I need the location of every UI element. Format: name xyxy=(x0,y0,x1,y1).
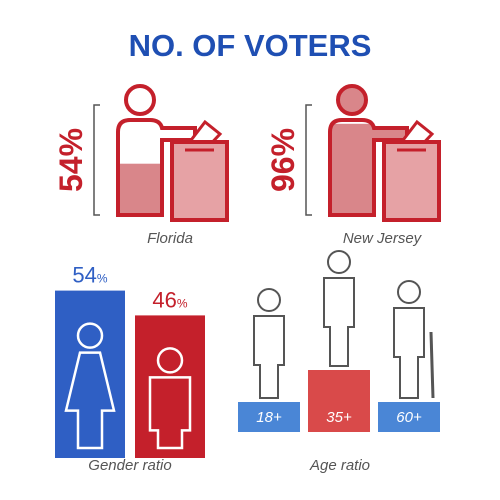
gender-bar xyxy=(55,290,125,458)
person-head xyxy=(76,322,104,349)
person-body xyxy=(148,376,192,450)
title: NO. OF VOTERS xyxy=(129,28,372,63)
state-label: New Jersey xyxy=(343,230,423,247)
voter-figure xyxy=(305,84,441,222)
state-label: Florida xyxy=(147,230,193,247)
percent: 54% xyxy=(53,128,89,192)
bracket xyxy=(93,104,100,216)
person-head xyxy=(327,250,351,274)
unit: % xyxy=(97,272,108,286)
gender-value: 54% xyxy=(72,263,107,288)
person-head xyxy=(257,288,281,312)
person-body xyxy=(64,351,116,450)
cane xyxy=(429,331,435,399)
value: 54 xyxy=(72,263,96,288)
voter-figure xyxy=(93,84,229,222)
person-body xyxy=(393,307,425,399)
body xyxy=(116,118,197,217)
ballot-box xyxy=(170,140,229,222)
bracket xyxy=(305,104,312,216)
age-label: 60+ xyxy=(396,409,422,426)
percent: 96% xyxy=(265,128,301,192)
unit: % xyxy=(177,296,188,310)
age-label: 35+ xyxy=(326,409,352,426)
age-bar xyxy=(378,402,440,432)
gender-value: 46% xyxy=(152,287,187,312)
body xyxy=(328,118,409,217)
head xyxy=(336,84,368,116)
person-body xyxy=(323,277,355,367)
gender-caption: Gender ratio xyxy=(88,457,171,474)
age-caption: Age ratio xyxy=(309,457,370,474)
age-bar xyxy=(308,370,370,432)
person-head xyxy=(397,280,421,304)
age-label: 18+ xyxy=(256,409,282,426)
value: 46 xyxy=(152,287,176,312)
head xyxy=(124,84,156,116)
gender-bar xyxy=(135,315,205,458)
person-head xyxy=(156,347,184,374)
age-bar xyxy=(238,402,300,432)
ballot-box xyxy=(382,140,441,222)
person-body xyxy=(253,315,285,399)
